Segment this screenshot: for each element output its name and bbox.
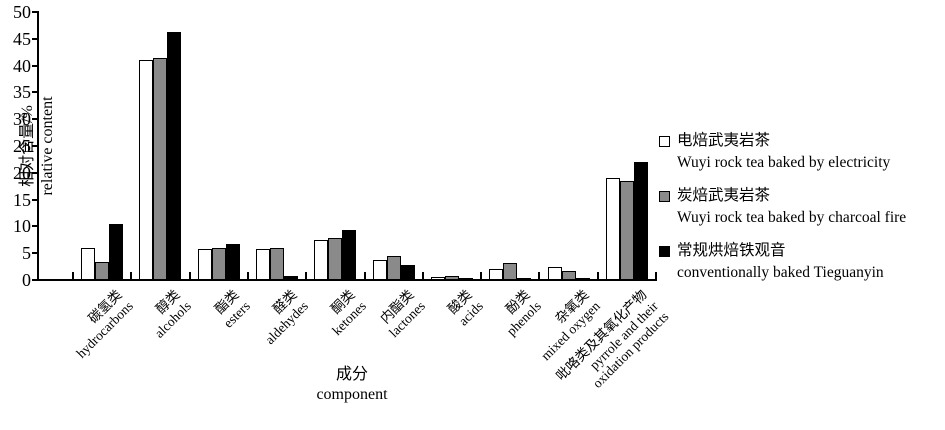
y-axis-tick-label: 35 [13,82,31,103]
y-axis-tick [32,198,38,201]
bar-c8-s1 [489,269,503,280]
legend-marker-icon [659,191,670,202]
legend-label-en: conventionally baked Tieguanyin [677,264,884,281]
x-axis-tick [72,272,74,280]
bar-c9-s2 [562,271,576,280]
y-axis-tick [32,171,38,174]
y-axis-tick [32,225,38,228]
y-axis-tick-label: 50 [13,2,31,22]
legend: 电焙武夷岩茶 Wuyi rock tea baked by electricity… [659,130,945,295]
bar-c5-s3 [342,230,356,280]
bar-c4-s1 [256,249,270,280]
bar-c3-s3 [226,244,240,280]
x-axis-tick [655,272,657,280]
bar-c6-s3 [401,265,415,280]
y-axis-tick-label: 25 [13,136,31,156]
bar-c4-s3 [284,276,298,280]
legend-marker-icon [659,246,670,257]
bar-c9-s3 [576,278,590,280]
bar-c5-s1 [314,240,328,280]
x-axis-tick [130,272,133,280]
y-axis-title-en: relative content [39,96,56,196]
y-axis-tick [32,118,38,121]
legend-label-en: Wuyi rock tea baked by electricity [677,154,891,171]
x-axis-tick [538,272,541,280]
y-axis-tick-label: 30 [13,109,31,130]
bar-c1-s2 [95,262,109,280]
x-axis-title-zh: 成分 [335,366,368,383]
x-axis-line [37,279,657,281]
bar-c2-s3 [167,32,181,280]
y-axis-tick-label: 40 [13,55,31,76]
y-axis-line [37,11,39,281]
y-axis-tick-label: 15 [13,189,31,210]
bar-c2-s2 [153,58,167,280]
bar-c6-s2 [387,256,401,280]
bar-c5-s2 [328,238,342,280]
bar-c10-s1 [606,178,620,280]
bar-c1-s1 [81,248,95,280]
bar-c7-s1 [431,277,445,280]
legend-label-zh: 炭焙武夷岩茶 [677,187,771,204]
y-axis-tick-label: 0 [22,270,31,290]
legend-label-zh: 常规烘焙铁观音 [677,242,786,259]
legend-label: 炭焙武夷岩茶 Wuyi rock tea baked by charcoal fi… [677,185,906,229]
bar-c10-s2 [620,181,634,280]
legend-label: 电焙武夷岩茶 Wuyi rock tea baked by electricity [677,130,890,174]
legend-entry-1: 电焙武夷岩茶 Wuyi rock tea baked by electricity [659,130,945,174]
y-axis-tick-label: 45 [13,28,31,49]
bar-c4-s2 [270,248,284,280]
bar-c8-s2 [503,263,517,280]
legend-entry-3: 常规烘焙铁观音 conventionally baked Tieguanyin [659,240,945,284]
x-axis-tick [596,272,599,280]
y-axis-tick [32,37,38,40]
legend-label: 常规烘焙铁观音 conventionally baked Tieguanyin [677,240,884,284]
bar-c7-s2 [445,276,459,280]
bar-c9-s1 [548,267,562,280]
bar-c2-s1 [139,60,153,280]
bar-c3-s1 [198,249,212,280]
x-axis-title: 成分 component [272,365,432,405]
y-axis-tick-label: 20 [13,162,31,183]
y-axis-tick [32,64,38,67]
legend-label-en: Wuyi rock tea baked by charcoal fire [677,209,907,226]
legend-label-zh: 电焙武夷岩茶 [677,132,771,149]
y-axis-tick [32,91,38,94]
y-axis-tick-label: 10 [13,216,31,237]
x-axis-tick [480,272,483,280]
y-axis-tick-label: 5 [22,243,31,264]
bar-c6-s1 [373,260,387,280]
legend-marker-icon [659,136,670,147]
x-axis-tick [246,272,249,280]
x-axis-tick [363,272,366,280]
legend-entry-2: 炭焙武夷岩茶 Wuyi rock tea baked by charcoal fi… [659,185,945,229]
x-axis-tick [305,272,308,280]
x-axis-title-en: component [316,386,388,403]
y-axis-tick [32,279,38,281]
bar-c7-s3 [459,278,473,280]
bar-c8-s3 [517,278,531,280]
y-axis-tick [32,145,38,147]
bar-c3-s2 [212,248,226,280]
y-axis-tick [32,11,38,13]
y-axis-tick [32,252,38,255]
x-axis-tick [188,272,191,280]
bar-c10-s3 [634,162,648,280]
bar-c1-s3 [109,224,123,280]
x-axis-tick [421,272,424,280]
